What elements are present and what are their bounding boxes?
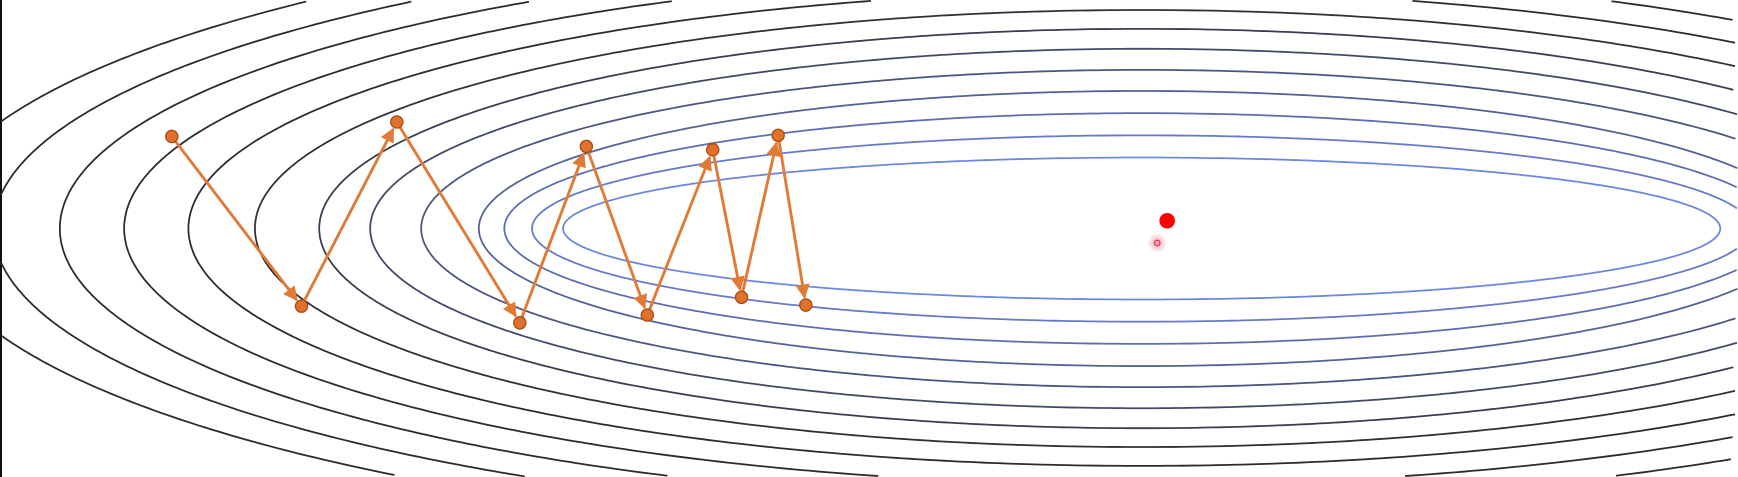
descent-step-arrow <box>776 135 810 299</box>
descent-step-arrow <box>300 127 395 307</box>
descent-point <box>771 128 785 143</box>
contour-ellipse <box>369 47 1738 410</box>
descent-path <box>165 115 813 330</box>
cursor-ring-icon <box>1153 239 1161 247</box>
contour-ellipse <box>254 9 1736 448</box>
contour-ellipse <box>187 0 1736 467</box>
left-border <box>0 0 2 477</box>
contour-ellipse <box>58 0 1732 477</box>
descent-point <box>579 139 594 154</box>
descent-point <box>734 290 749 305</box>
descent-point <box>799 298 813 312</box>
descent-point <box>165 129 179 144</box>
descent-point <box>294 299 309 313</box>
contour-ellipse <box>562 156 1722 301</box>
descent-step-arrow <box>645 155 712 316</box>
contour-ellipse <box>0 0 525 477</box>
contour-ellipse <box>0 0 395 476</box>
descent-point <box>705 142 720 157</box>
descent-step-arrow <box>740 141 781 298</box>
descent-point <box>513 316 527 330</box>
contour-ellipse <box>531 134 1738 323</box>
contour-ellipse <box>420 68 1736 389</box>
descent-step-arrow <box>584 145 648 310</box>
descent-point <box>640 308 655 322</box>
contour-ellipse <box>318 27 1734 430</box>
red-dot-icon <box>1159 212 1175 229</box>
cursor-glow <box>1147 232 1168 253</box>
descent-point <box>390 115 404 129</box>
descent-step-arrow <box>518 152 586 324</box>
contour-ellipse <box>477 90 1738 367</box>
descent-step-arrow <box>395 121 518 318</box>
contour-ellipse <box>503 112 1738 345</box>
markers <box>1147 212 1175 253</box>
descent-step-arrow <box>170 135 298 302</box>
contour-ellipse <box>123 0 1733 477</box>
descent-step-arrow <box>711 149 745 292</box>
